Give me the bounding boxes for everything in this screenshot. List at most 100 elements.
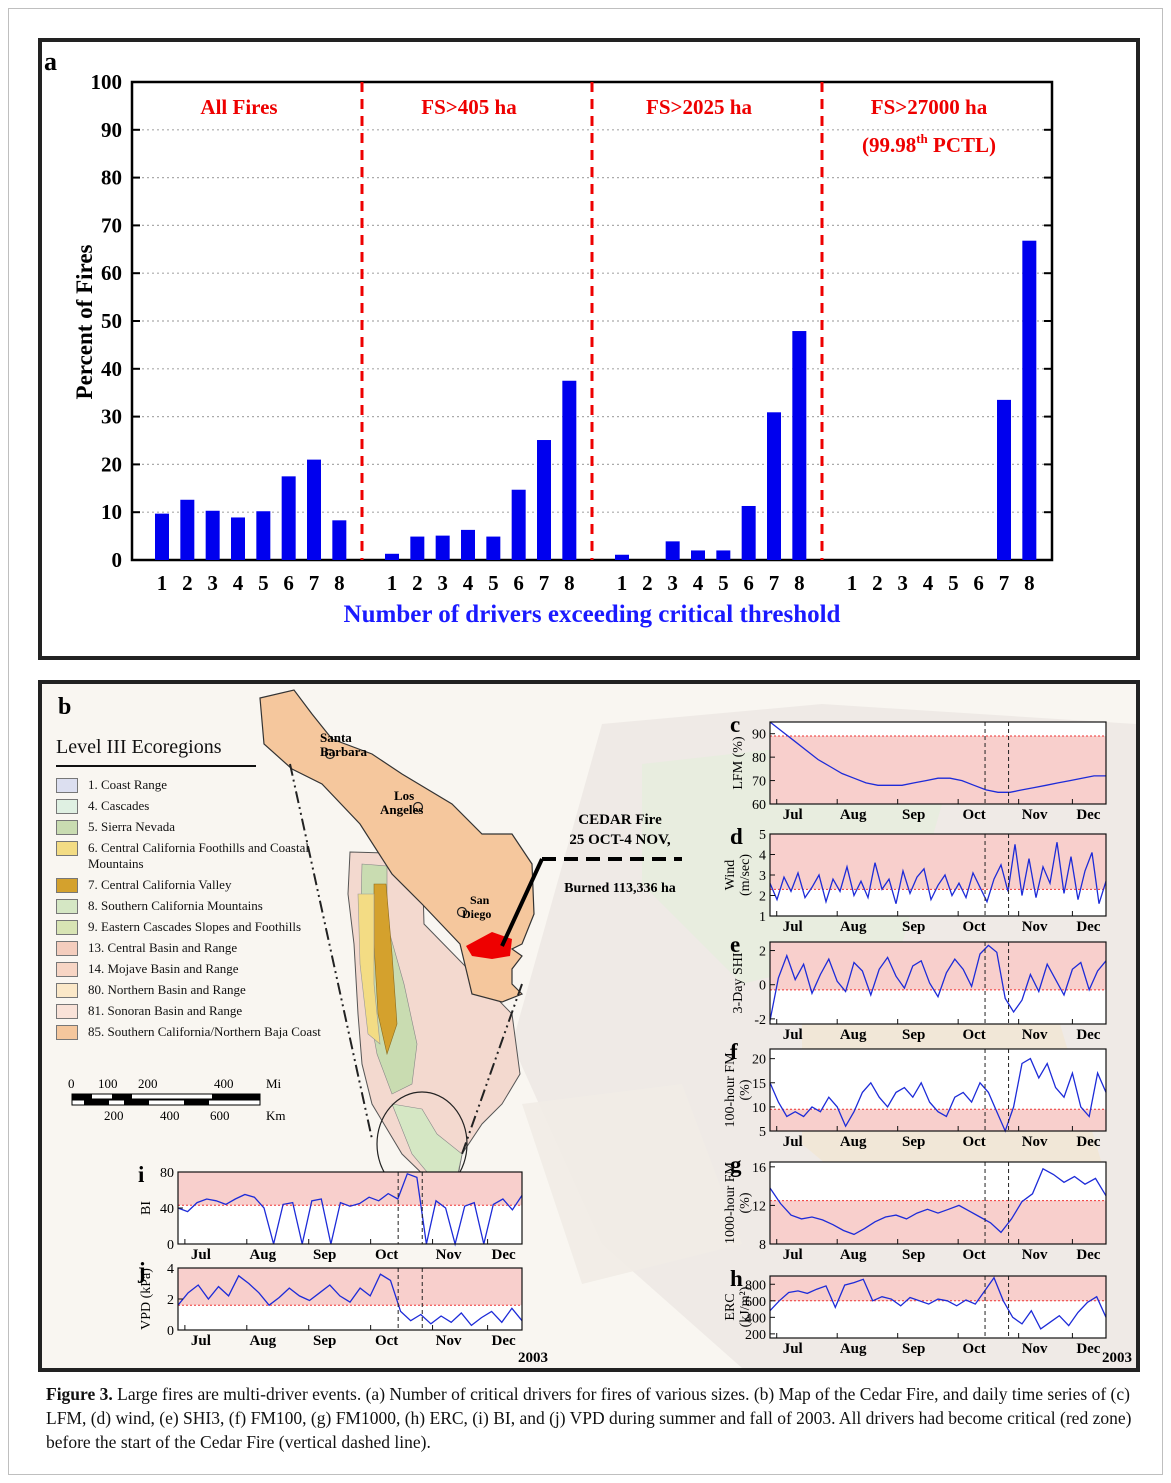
y-tick-label: 2: [167, 1293, 174, 1308]
y-tick-label: 5: [759, 828, 766, 843]
panel-label: e: [730, 932, 740, 957]
bar: [997, 399, 1011, 560]
x-tick-label: Jul: [783, 1134, 803, 1150]
x-tick-label: Oct: [375, 1333, 398, 1349]
city-marker: [412, 801, 424, 813]
x-tick-label: Sep: [902, 1247, 925, 1263]
panel-b: Santa Barbara Los Angeles San Diego CEDAR Fire…: [38, 680, 1140, 1372]
x-tick-label: Aug: [840, 1027, 867, 1043]
bar: [180, 499, 195, 560]
bar: [537, 440, 551, 560]
y-tick-label: 3: [759, 869, 766, 884]
x-tick-label: 6: [743, 571, 754, 595]
y-tick-label: 80: [101, 166, 122, 190]
y-tick-label: 4: [167, 1262, 174, 1277]
legend-label: 13. Central Basin and Range: [88, 940, 238, 955]
x-tick-label: Sep: [313, 1247, 336, 1263]
bar: [767, 412, 781, 560]
x-tick-label: Oct: [962, 919, 985, 935]
bar: [792, 331, 807, 560]
x-tick-label: 5: [258, 571, 269, 595]
y-tick-label: 20: [101, 452, 122, 476]
bar: [511, 489, 526, 560]
city-label-san-diego: Diego: [462, 907, 491, 921]
x-tick-label: Dec: [492, 1247, 516, 1263]
x-tick-label: Aug: [249, 1247, 276, 1263]
group-label: FS>27000 ha: [871, 95, 988, 119]
series-line: [177, 1273, 523, 1327]
y-axis-label: 100-hour FM(%): [723, 1052, 753, 1128]
city-label-los-angeles: Angeles: [380, 802, 423, 817]
y-axis-title: Percent of Fires: [72, 244, 97, 399]
x-tick-label: Oct: [962, 1341, 985, 1357]
x-tick-label: 6: [973, 571, 984, 595]
x-tick-label: Dec: [1076, 1341, 1100, 1357]
legend-swatch: [56, 1004, 78, 1019]
x-tick-label: Nov: [436, 1333, 462, 1349]
bar: [665, 541, 680, 560]
x-tick-label: Aug: [840, 919, 867, 935]
foothills-region: [357, 893, 381, 1045]
x-tick-label: Aug: [840, 1341, 867, 1357]
x-tick-label: Jul: [783, 1247, 803, 1263]
x-tick-label: 5: [718, 571, 729, 595]
series-line: [769, 842, 1107, 905]
legend-swatch: [56, 799, 78, 814]
x-tick-label: 2: [872, 571, 883, 595]
x-tick-label: Oct: [962, 1027, 985, 1043]
legend-swatch: [56, 962, 78, 977]
x-tick-label: 7: [539, 571, 550, 595]
y-tick-label: 600: [745, 1295, 766, 1310]
y-tick-label: 5: [759, 1125, 766, 1140]
scale-label-km: 200: [104, 1108, 124, 1122]
legend-item: 80. Northern Basin and Range: [56, 982, 376, 998]
y-tick-label: 800: [745, 1278, 766, 1293]
x-tick-label: Oct: [375, 1247, 398, 1263]
group-label: All Fires: [200, 95, 277, 119]
plot-frame: [769, 1161, 1107, 1245]
x-tick-label: Oct: [962, 807, 985, 823]
scale-bar-km: [71, 1099, 261, 1106]
y-tick-label: 90: [101, 118, 122, 142]
legend-item: 7. Central California Valley: [56, 877, 376, 893]
series-line: [769, 944, 1107, 1021]
x-tick-label: 4: [693, 571, 704, 595]
x-tick-label: Oct: [962, 1134, 985, 1150]
callout-line: [500, 858, 544, 947]
x-tick-label: 5: [488, 571, 499, 595]
x-tick-label: Nov: [1022, 807, 1048, 823]
panel-label: f: [730, 1039, 738, 1064]
x-tick-label: Jul: [783, 919, 803, 935]
series-line: [769, 721, 1106, 793]
critical-zone: [770, 1276, 1106, 1301]
y-tick-label: 80: [752, 751, 766, 766]
legend-label: 4. Cascades: [88, 798, 150, 813]
y-tick-label: 400: [745, 1311, 766, 1326]
legend-item: 14. Mojave Basin and Range: [56, 961, 376, 977]
legend-swatch: [56, 983, 78, 998]
panel-label: g: [730, 1152, 742, 1177]
city-label-los-angeles: Los: [394, 788, 414, 803]
bar: [231, 517, 245, 560]
legend-swatch: [56, 778, 78, 793]
page-frame: [8, 8, 1163, 1475]
x-tick-label: Dec: [492, 1333, 516, 1349]
y-tick-label: 30: [101, 405, 122, 429]
y-tick-label: 60: [752, 798, 766, 813]
x-tick-label: 1: [157, 571, 168, 595]
x-tick-label: 1: [847, 571, 858, 595]
x-tick-label: 3: [897, 571, 908, 595]
panel-a: a 0 10 20 30 40 50 60 70 80 90 100 1 2 3 4 5 6 7 8 All Fires…: [38, 38, 1140, 660]
y-axis-label: BI: [139, 1201, 154, 1215]
x-tick-label: Dec: [1076, 1027, 1100, 1043]
x-tick-label: 4: [233, 571, 244, 595]
bar: [435, 535, 450, 560]
scale-segment: [124, 1100, 149, 1105]
y-axis-label: LFM (%): [731, 736, 746, 790]
x-tick-label: 5: [948, 571, 959, 595]
bar: [205, 510, 220, 560]
ecoregion-legend: Level III Ecoregions 1. Coast Range 4. Ca…: [56, 736, 376, 1045]
y-tick-label: 100: [91, 70, 123, 94]
panel-label: i: [138, 1162, 145, 1187]
legend-label: 14. Mojave Basin and Range: [88, 961, 239, 976]
